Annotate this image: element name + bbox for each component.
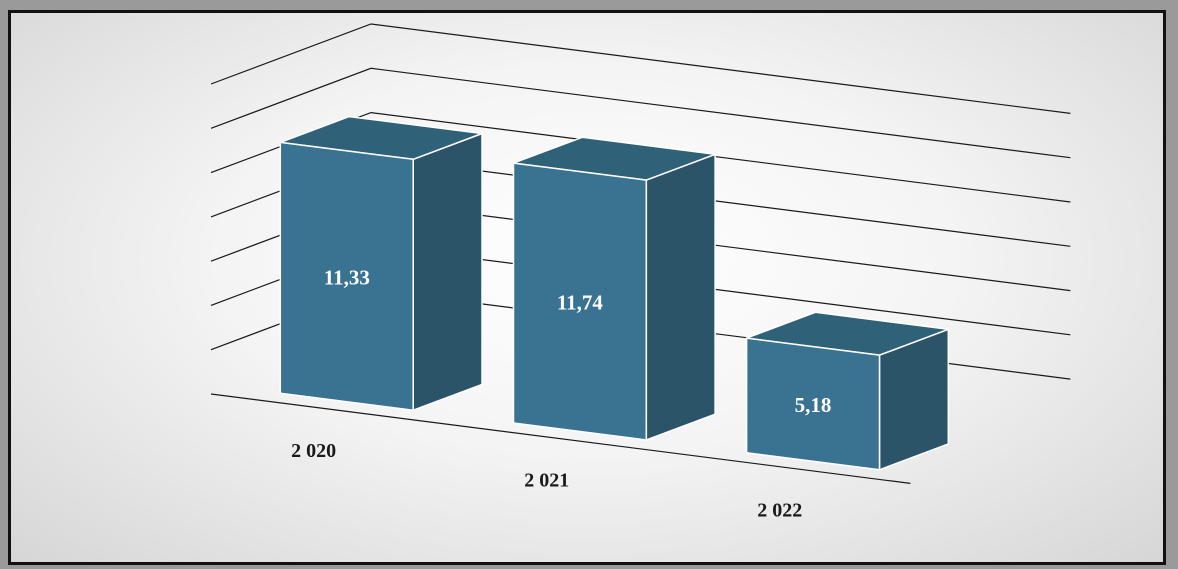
bar-chart-3d: 11,33 2 020 11,74 2 021 5,18 2 022 [210,23,1071,522]
x-tick-label: 2 022 [757,500,802,522]
bar-label-2020: 11,33 [324,265,370,289]
bar [512,162,648,441]
bar-side [412,132,483,411]
x-axis-line [210,393,911,484]
bar-label-2021: 11,74 [557,291,604,315]
gridline [210,23,1071,114]
bar [745,337,881,471]
chart-frame: 11,33 2 020 11,74 2 021 5,18 2 022 [8,10,1166,565]
gridline [210,67,1071,159]
bar-side [645,153,716,441]
bar [279,141,414,411]
x-tick-label: 2 021 [524,470,569,492]
x-tick-label: 2 020 [291,440,336,462]
gridline [210,111,1071,203]
bar-label-2022: 5,18 [795,393,832,417]
